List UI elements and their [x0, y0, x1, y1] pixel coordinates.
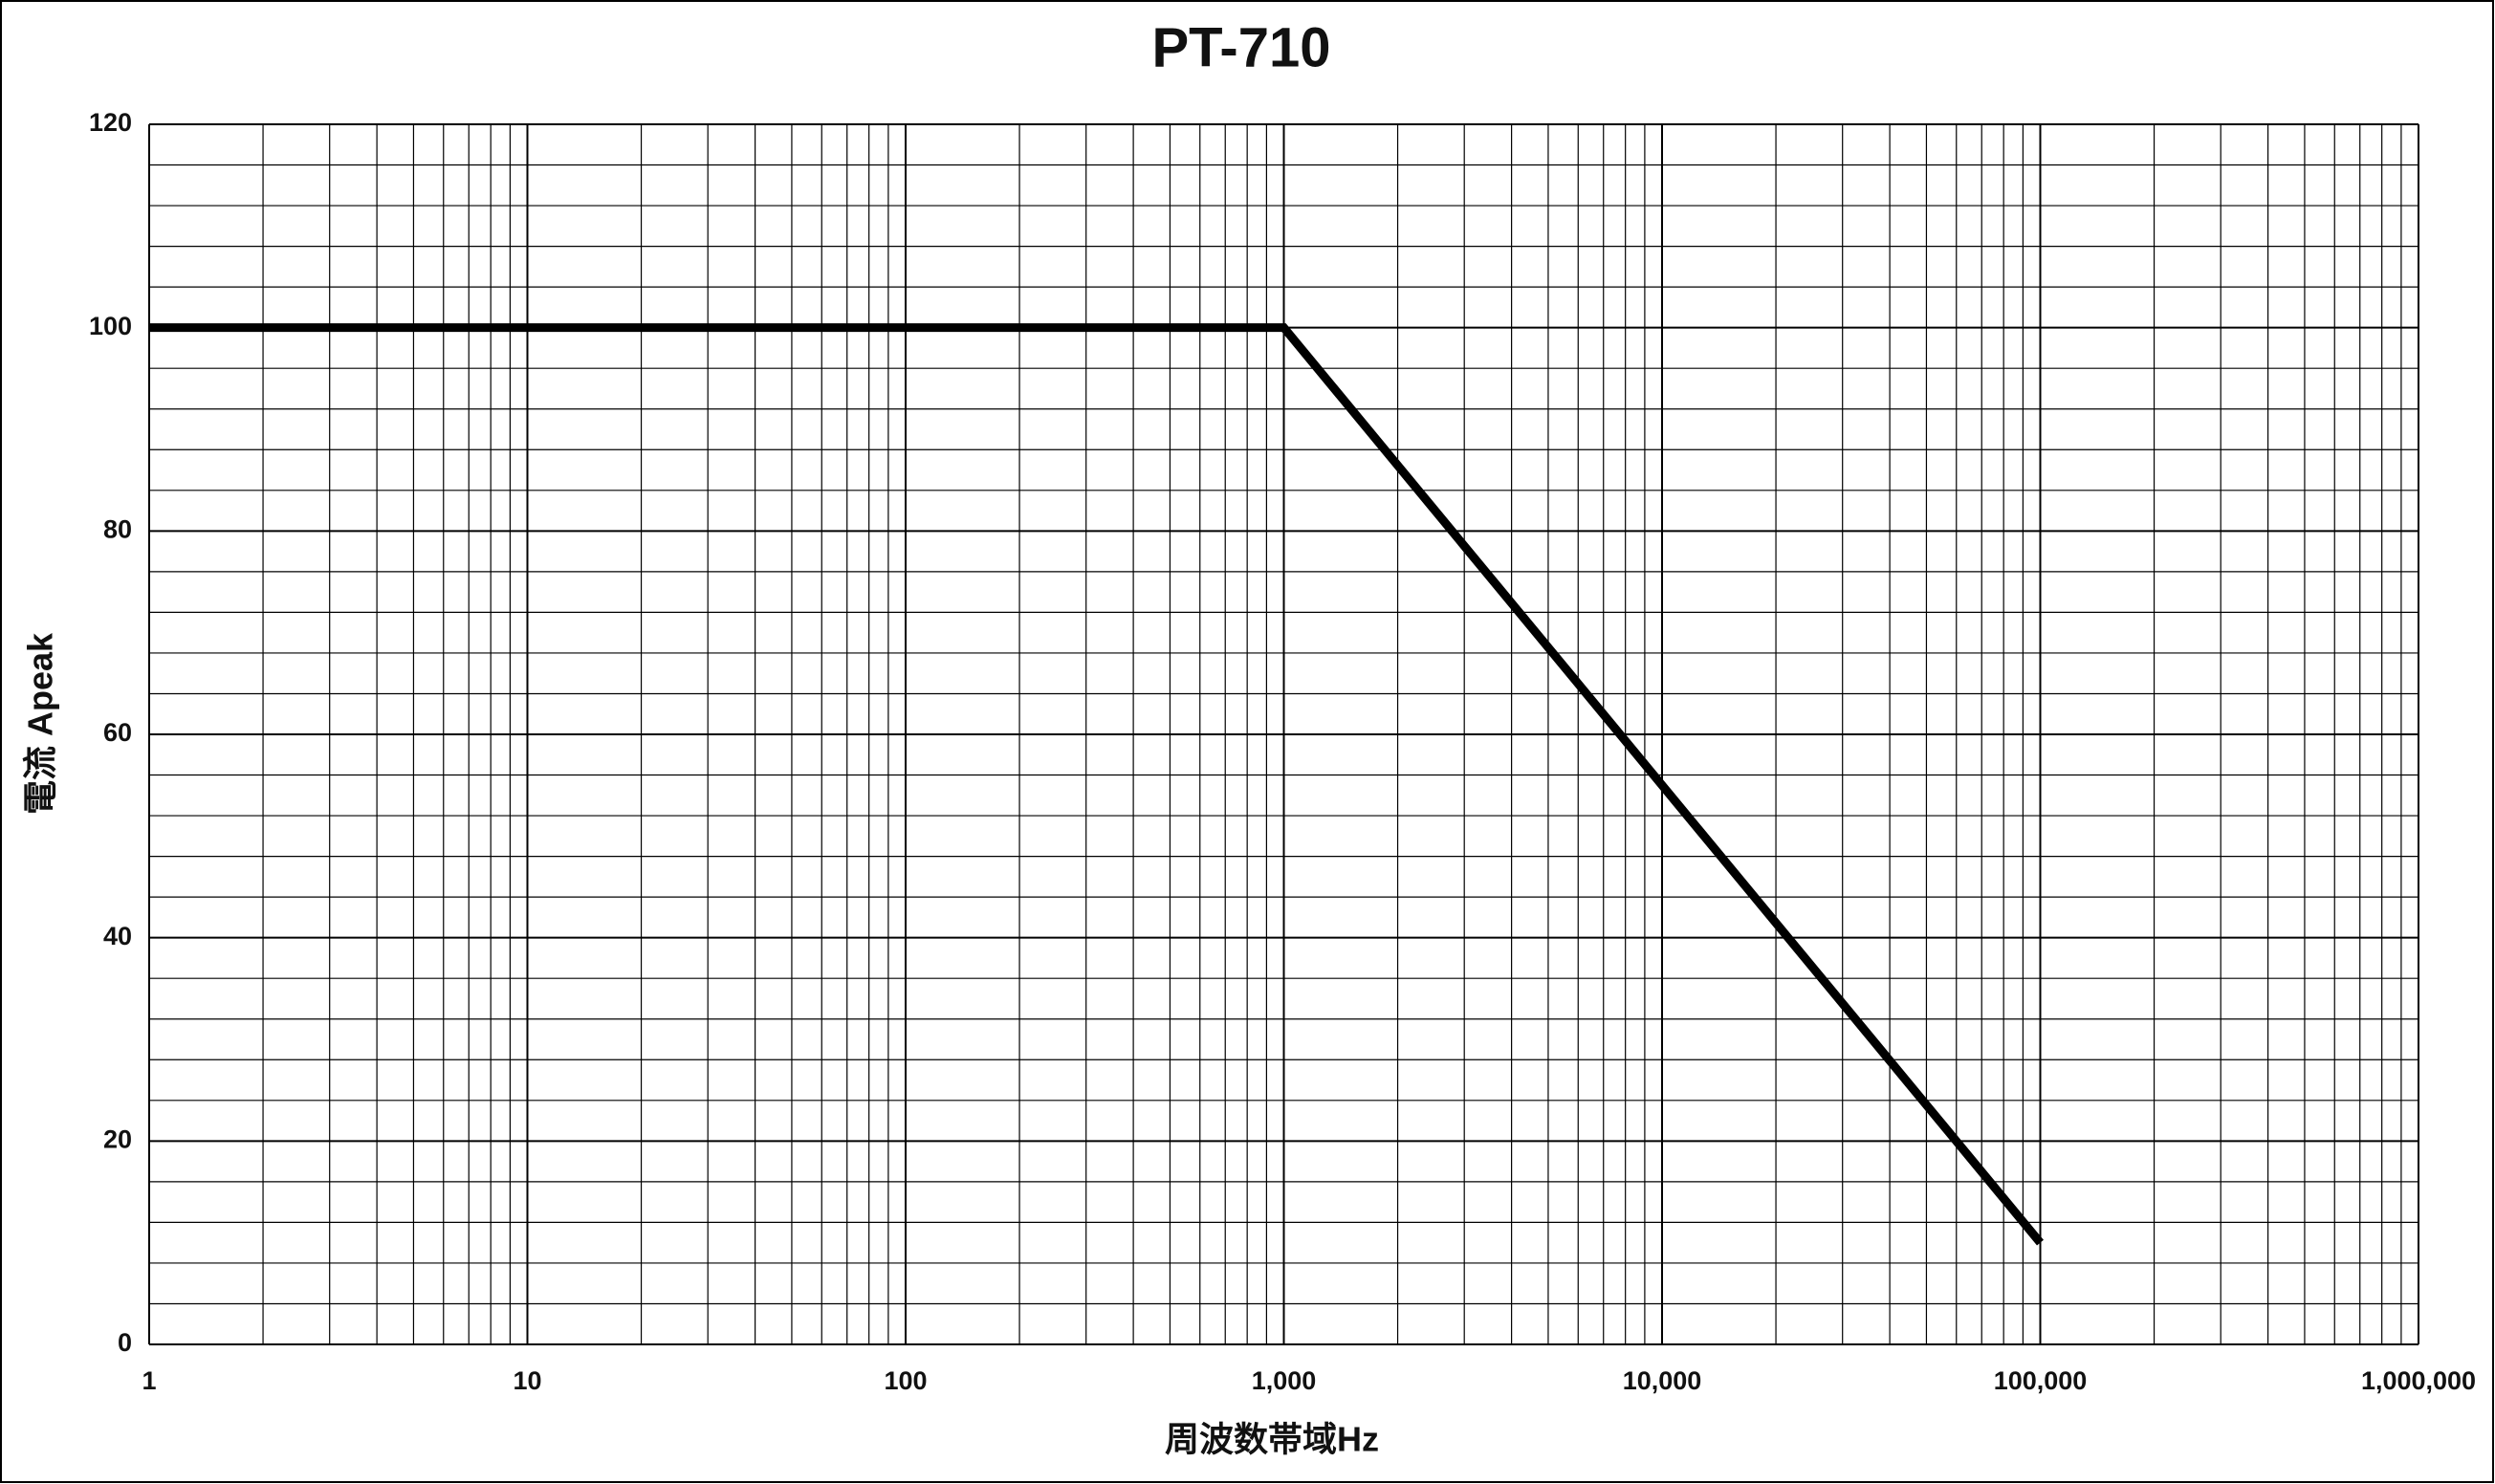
y-tick-label: 60	[103, 718, 132, 747]
x-tick-label: 10,000	[1623, 1366, 1702, 1395]
x-axis-label: 周波数帯域Hz	[1165, 1420, 1379, 1459]
y-tick-label: 20	[103, 1124, 132, 1153]
y-tick-label: 100	[89, 312, 132, 340]
x-tick-label: 10	[513, 1366, 541, 1395]
y-axis-label: 電流 Apeak	[21, 632, 60, 815]
y-tick-label: 80	[103, 514, 132, 543]
y-tick-label: 0	[118, 1328, 132, 1357]
y-tick-label: 40	[103, 922, 132, 950]
x-tick-label: 100	[884, 1366, 927, 1395]
x-tick-label: 100,000	[1994, 1366, 2088, 1395]
data-line	[149, 323, 2044, 1246]
x-tick-label: 1,000	[1252, 1366, 1317, 1395]
x-tick-label: 1,000,000	[2361, 1366, 2476, 1395]
x-tick-label: 1	[142, 1366, 156, 1395]
chart-title: PT-710	[1152, 16, 1331, 78]
y-tick-label: 120	[89, 108, 132, 137]
